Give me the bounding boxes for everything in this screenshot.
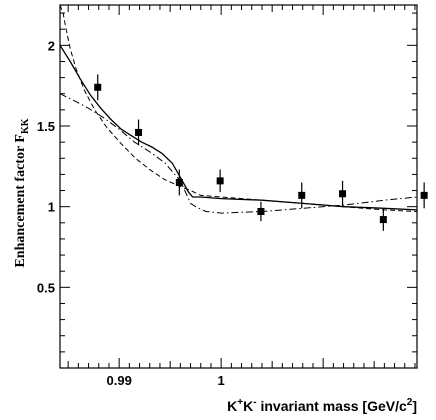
plot-frame [59, 4, 418, 369]
y-axis-title: Enhancement factor FKK [13, 118, 31, 267]
data-point [379, 216, 387, 224]
y-axis-title-main: Enhancement factor F [13, 134, 28, 268]
x-tick-label: 0.99 [107, 373, 132, 388]
model-curves [60, 5, 417, 214]
data-point [175, 178, 183, 186]
tick-labels: 0.5 1 1.5 2 0.99 1 [37, 38, 225, 388]
data-point [216, 177, 224, 185]
data-point [94, 83, 102, 91]
x-tick-label: 1 [218, 373, 225, 388]
x-axis-title: K+K- invariant mass [GeV/c2] [227, 397, 417, 414]
data-point [420, 191, 428, 199]
x-axis-title-sup-plus: + [237, 397, 243, 408]
data-point [339, 190, 347, 198]
y-axis-title-sub: KK [20, 118, 31, 134]
x-axis-title-end: ] [412, 398, 417, 414]
x-axis-title-rest: invariant mass [GeV/c [257, 398, 407, 414]
x-axis-title-k1: K [227, 398, 237, 414]
x-axis-title-sup-2: 2 [407, 397, 413, 408]
data-point [298, 191, 306, 199]
curve-dashed [60, 5, 417, 212]
y-tick-label: 1 [48, 200, 55, 215]
x-axis-title-k2: K [243, 398, 253, 414]
x-axis-title-sup-minus: - [253, 397, 256, 408]
y-tick-label: 1.5 [37, 119, 55, 134]
data-points [94, 74, 428, 231]
data-point [135, 128, 143, 136]
data-point [257, 208, 265, 216]
curve-dashdot [60, 93, 417, 214]
y-tick-label: 2 [48, 38, 55, 53]
axis-ticks [60, 5, 417, 368]
curve-solid [60, 44, 417, 211]
y-tick-label: 0.5 [37, 280, 55, 295]
